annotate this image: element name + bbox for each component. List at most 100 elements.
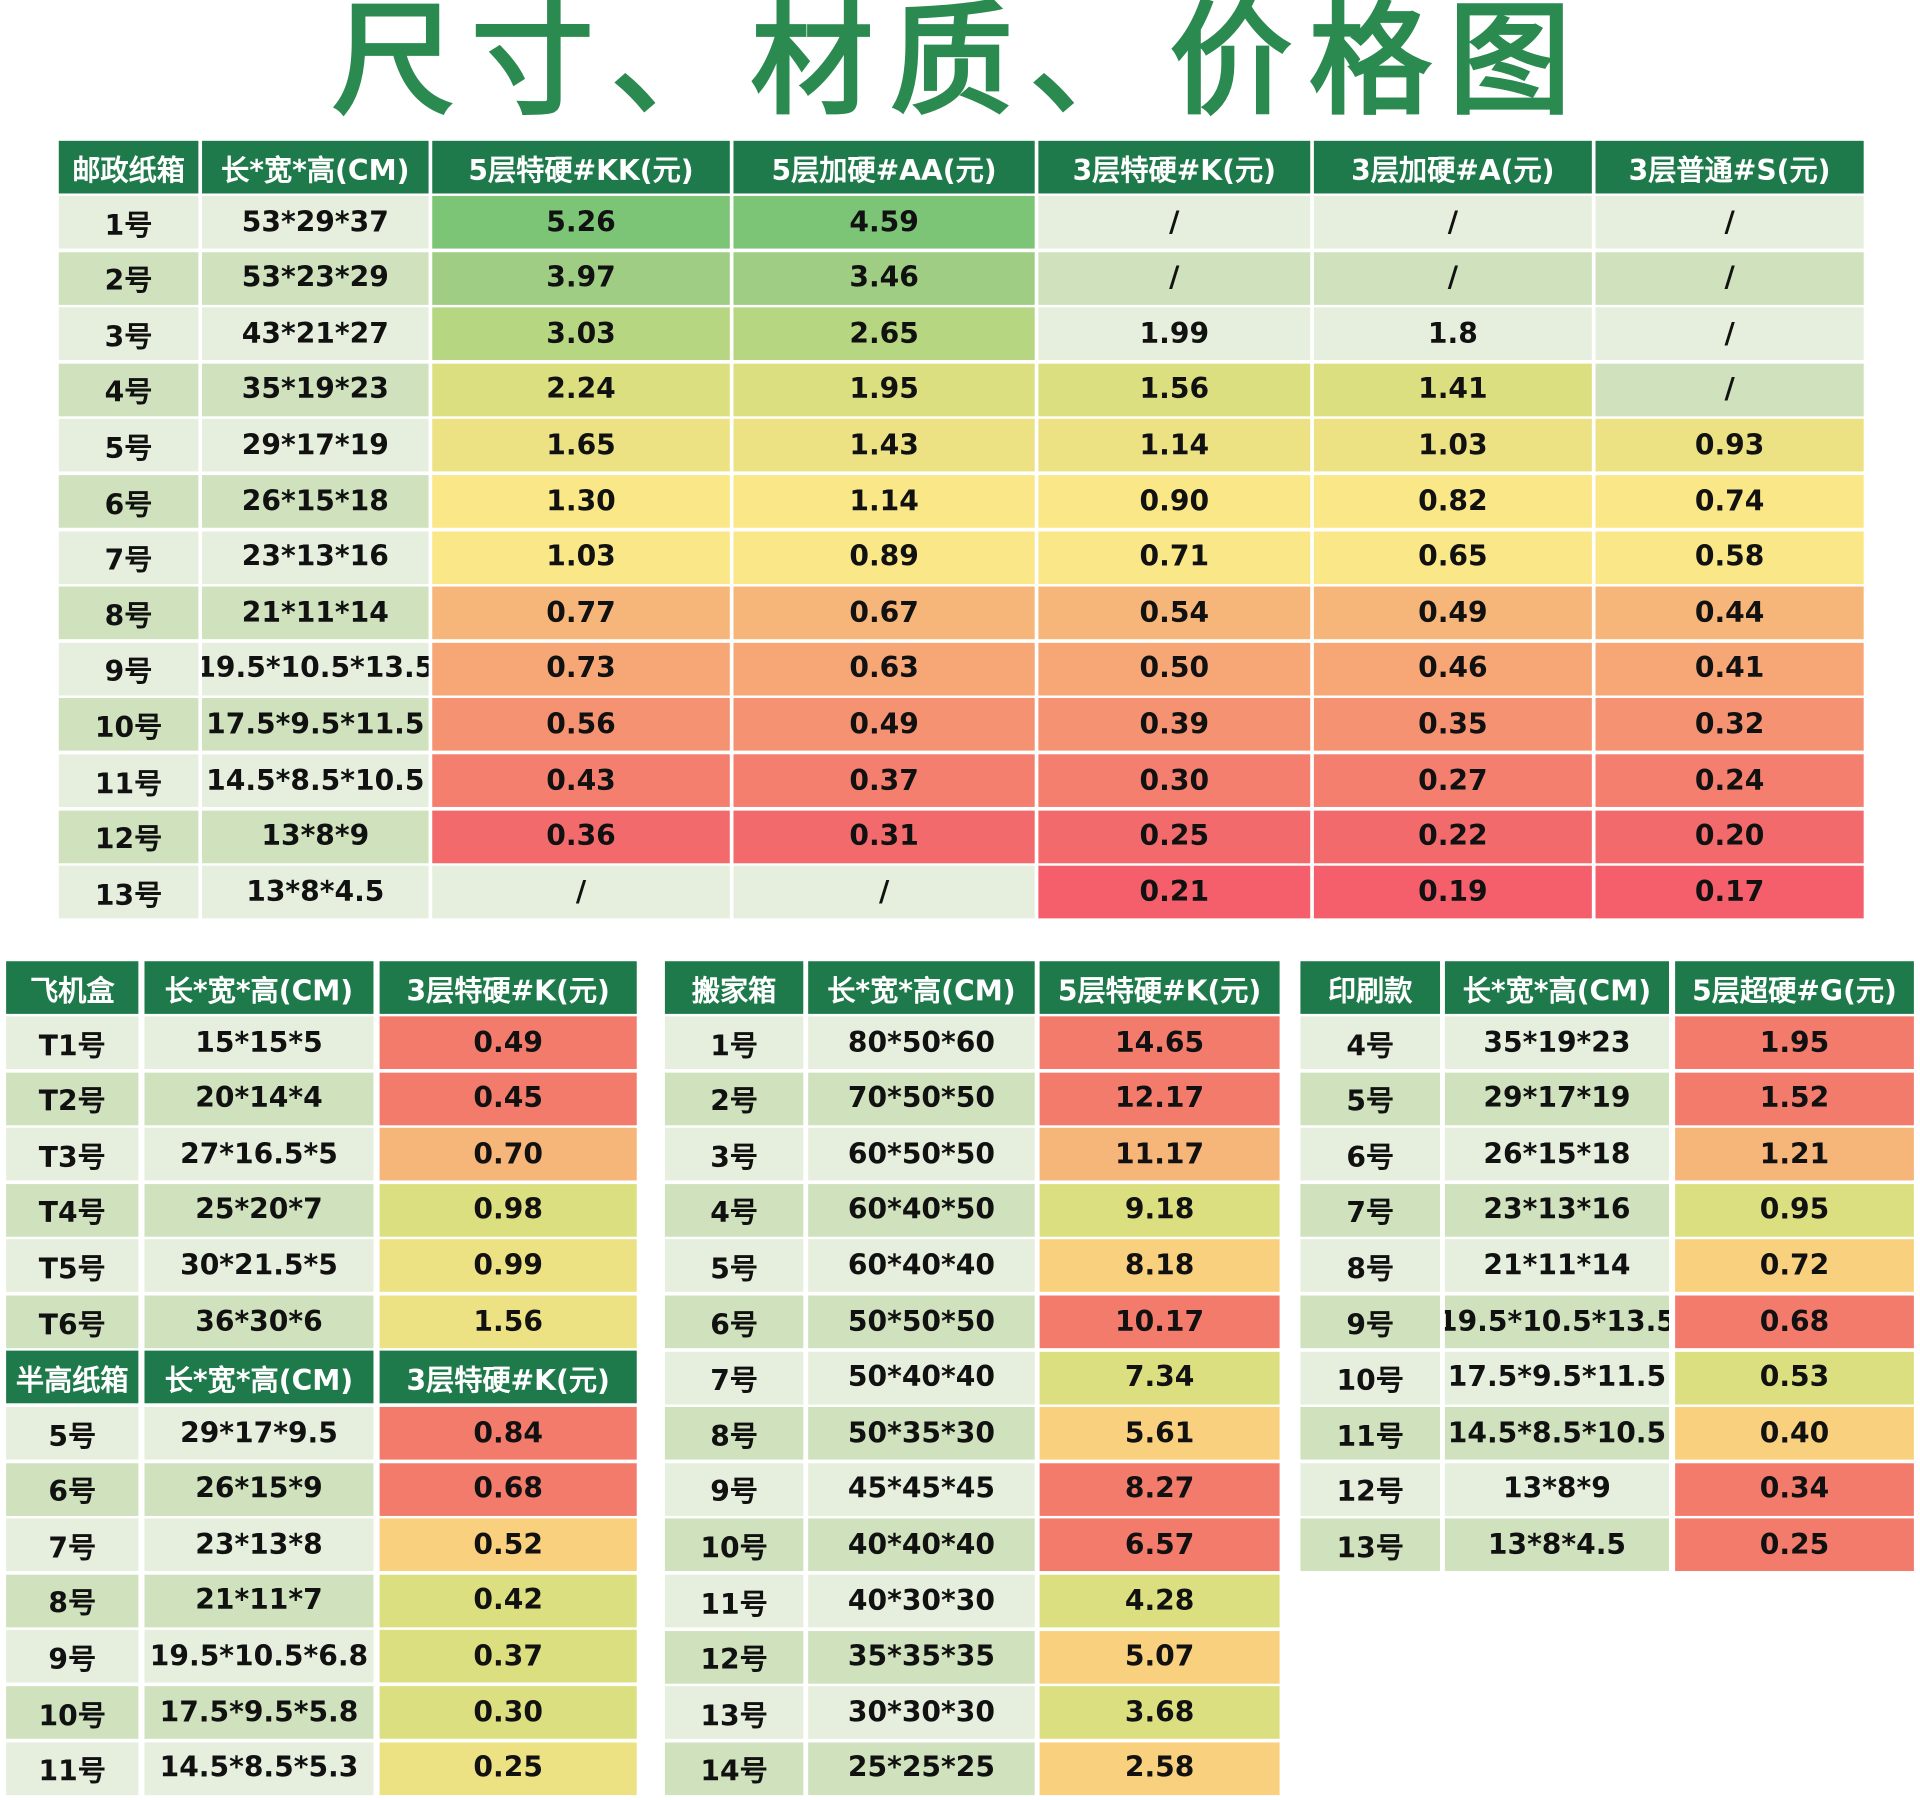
size-label: T2号: [6, 1072, 139, 1125]
size-label: 14号: [664, 1742, 804, 1795]
dimensions-cell: 29*17*19: [202, 419, 429, 472]
price-cell: 3.46: [733, 251, 1035, 305]
price-cell: 2.58: [1039, 1742, 1280, 1795]
price-cell: 0.71: [1038, 530, 1311, 584]
price-cell: 1.41: [1313, 363, 1592, 417]
size-label: 4号: [664, 1183, 804, 1237]
size-label: 4号: [58, 363, 199, 417]
price-cell: 0.45: [379, 1072, 637, 1125]
dimensions-cell: 60*40*40: [808, 1239, 1035, 1293]
dimensions-cell: 14.5*8.5*10.5: [1444, 1407, 1669, 1460]
column-header: 飞机盒: [6, 961, 139, 1014]
price-cell: 0.32: [1595, 698, 1864, 752]
price-cell: 2.24: [432, 363, 730, 417]
dimensions-cell: 25*25*25: [808, 1742, 1035, 1795]
price-cell: 0.42: [379, 1574, 637, 1628]
dimensions-cell: 26*15*9: [144, 1462, 374, 1516]
column-header: 5层特硬#K(元): [1039, 961, 1280, 1014]
price-cell: 1.52: [1675, 1072, 1914, 1125]
dimensions-cell: 19.5*10.5*6.8: [144, 1630, 374, 1683]
price-cell: 3.03: [432, 307, 730, 361]
price-cell: 3.68: [1039, 1686, 1280, 1740]
price-cell: 8.18: [1039, 1239, 1280, 1293]
price-cell: 0.50: [1038, 642, 1311, 696]
price-cell: 1.8: [1313, 307, 1592, 361]
price-cell: 5.61: [1039, 1407, 1280, 1460]
price-cell: /: [432, 865, 730, 919]
price-cell: 5.26: [432, 195, 730, 249]
price-cell: 0.98: [379, 1183, 637, 1237]
size-label: 7号: [6, 1518, 139, 1572]
dimensions-cell: 13*8*4.5: [202, 865, 429, 919]
dimensions-cell: 13*8*4.5: [1444, 1518, 1669, 1572]
price-cell: 1.99: [1038, 307, 1311, 361]
price-cell: /: [1313, 251, 1592, 305]
dimensions-cell: 70*50*50: [808, 1072, 1035, 1125]
price-cell: 7.34: [1039, 1351, 1280, 1405]
price-cell: 0.34: [1675, 1463, 1914, 1516]
dimensions-cell: 19.5*10.5*13.5: [202, 642, 429, 696]
size-label: T4号: [6, 1183, 139, 1237]
dimensions-cell: 26*15*18: [1444, 1127, 1669, 1181]
dimensions-cell: 40*40*40: [808, 1518, 1035, 1572]
size-label: 6号: [664, 1295, 804, 1349]
dimensions-cell: 19.5*10.5*13.5: [1444, 1295, 1669, 1349]
price-cell: 12.17: [1039, 1072, 1280, 1125]
price-cell: 0.67: [733, 586, 1035, 640]
price-cell: 2.65: [733, 307, 1035, 361]
price-cell: /: [1595, 363, 1864, 417]
price-cell: 0.46: [1313, 642, 1592, 696]
price-cell: 1.43: [733, 419, 1035, 472]
dimensions-cell: 13*8*9: [1444, 1463, 1669, 1516]
column-header: 长*宽*高(CM): [144, 961, 374, 1014]
price-cell: 0.27: [1313, 754, 1592, 807]
size-label: T3号: [6, 1127, 139, 1181]
dimensions-cell: 14.5*8.5*10.5: [202, 754, 429, 807]
price-cell: 0.39: [1038, 698, 1311, 752]
column-header: 印刷款: [1300, 961, 1441, 1014]
price-cell: 0.84: [379, 1406, 637, 1460]
price-cell: 0.70: [379, 1127, 637, 1181]
size-label: 5号: [58, 419, 199, 472]
size-label: 1号: [58, 195, 199, 249]
size-label: 1号: [664, 1016, 804, 1069]
price-cell: 14.65: [1039, 1016, 1280, 1069]
price-cell: 0.73: [432, 642, 730, 696]
price-cell: 9.18: [1039, 1183, 1280, 1237]
size-label: 13号: [1300, 1518, 1441, 1572]
dimensions-cell: 29*17*9.5: [144, 1406, 374, 1460]
price-cell: 0.99: [379, 1239, 637, 1293]
size-label: 9号: [1300, 1295, 1441, 1349]
dimensions-cell: 15*15*5: [144, 1016, 374, 1069]
dimensions-cell: 14.5*8.5*5.3: [144, 1741, 374, 1795]
dimensions-cell: 60*50*50: [808, 1127, 1035, 1181]
dimensions-cell: 50*35*30: [808, 1407, 1035, 1460]
dimensions-cell: 53*23*29: [202, 251, 429, 305]
column-header: 长*宽*高(CM): [202, 140, 429, 194]
price-cell: 4.59: [733, 195, 1035, 249]
price-cell: 0.22: [1313, 810, 1592, 863]
dimensions-cell: 45*45*45: [808, 1463, 1035, 1516]
price-cell: 1.21: [1675, 1127, 1914, 1181]
price-cell: 10.17: [1039, 1295, 1280, 1349]
dimensions-cell: 35*35*35: [808, 1630, 1035, 1684]
size-label: 11号: [58, 754, 199, 807]
price-cell: 0.52: [379, 1518, 637, 1572]
size-label: 8号: [664, 1407, 804, 1460]
size-label: 7号: [58, 530, 199, 584]
price-cell: 0.37: [379, 1630, 637, 1683]
price-cell: 0.68: [379, 1462, 637, 1516]
price-cell: 0.53: [1675, 1351, 1914, 1405]
price-cell: 0.89: [733, 530, 1035, 584]
price-cell: 0.40: [1675, 1407, 1914, 1460]
price-cell: 1.03: [432, 530, 730, 584]
dimensions-cell: 17.5*9.5*11.5: [1444, 1351, 1669, 1405]
size-label: 11号: [6, 1741, 139, 1795]
size-label: 5号: [1300, 1072, 1441, 1125]
dimensions-cell: 21*11*7: [144, 1574, 374, 1628]
price-cell: 0.72: [1675, 1239, 1914, 1293]
price-cell: 4.28: [1039, 1574, 1280, 1628]
dimensions-cell: 25*20*7: [144, 1183, 374, 1237]
dimensions-cell: 35*19*23: [1444, 1016, 1669, 1069]
